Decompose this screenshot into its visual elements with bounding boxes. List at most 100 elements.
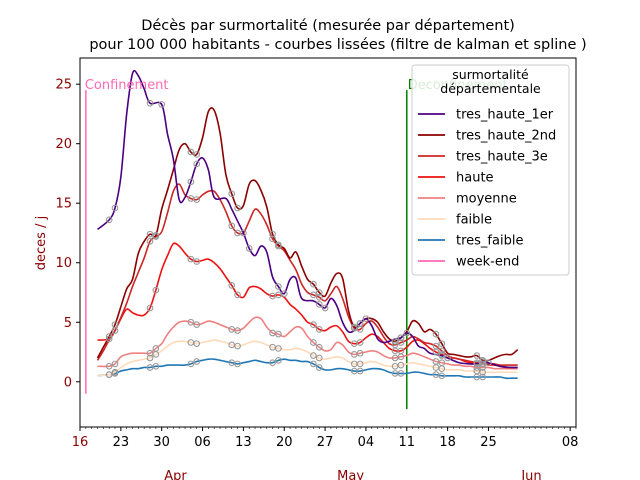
- week-end-marker-tres_haute_1er: [275, 283, 282, 290]
- x-tick-label-65: 04: [358, 435, 375, 450]
- week-end-marker-faible: [275, 345, 282, 352]
- week-end-marker-tres_haute_2nd: [228, 190, 236, 198]
- week-end-marker-tres_faible: [193, 358, 201, 365]
- y-tick-label-25: 25: [55, 78, 72, 93]
- week-end-marker-moyenne: [146, 349, 154, 357]
- week-end-marker-moyenne: [438, 359, 446, 367]
- week-end-marker-tres_faible: [234, 360, 241, 368]
- week-end-marker-tres_haute_2nd: [152, 232, 160, 239]
- week-end-marker-tres_faible: [187, 360, 195, 368]
- week-end-marker-tres_haute_1er: [356, 320, 364, 327]
- y-tick-label-0: 0: [64, 375, 72, 390]
- week-end-marker-moyenne: [193, 321, 201, 328]
- x-tick-label-72: 11: [399, 435, 416, 450]
- week-end-marker-haute: [105, 335, 113, 343]
- x-tick-label-16: 16: [72, 435, 89, 450]
- week-end-marker-haute: [356, 339, 364, 346]
- week-end-marker-tres_haute_3e: [269, 235, 276, 243]
- x-tick-label-30: 30: [153, 435, 170, 450]
- legend-label-moyenne: moyenne: [456, 192, 517, 207]
- week-end-marker-faible: [111, 368, 119, 376]
- week-end-marker-tres_haute_3e: [310, 291, 317, 299]
- week-end-marker-moyenne: [152, 345, 160, 352]
- legend-label-week-end: week-end: [456, 255, 519, 270]
- week-end-marker-tres_haute_1er: [158, 101, 166, 108]
- week-end-marker-tres_haute_2nd: [275, 241, 282, 249]
- legend-box: [411, 64, 570, 276]
- y-tick-label-15: 15: [55, 197, 72, 212]
- axes-frame: [79, 57, 577, 428]
- week-end-marker-tres_haute_1er: [280, 290, 288, 298]
- series-group: [96, 69, 519, 381]
- week-end-marker-haute: [152, 286, 160, 294]
- week-end-marker-tres_haute_3e: [438, 347, 446, 355]
- week-end-marker-tres_faible: [315, 364, 323, 371]
- week-end-marker-faible: [146, 354, 154, 362]
- week-end-marker-tres_haute_2nd: [187, 148, 195, 156]
- legend-label-haute: haute: [456, 171, 494, 186]
- week-end-marker-tres_haute_2nd: [438, 340, 446, 348]
- chart-subtitle: pour 100 000 habitants - courbes lissées…: [89, 37, 586, 53]
- week-end-marker-tres_faible: [310, 360, 317, 368]
- week-end-marker-faible: [193, 340, 201, 348]
- week-end-marker-tres_haute_2nd: [432, 330, 440, 338]
- week-end-marker-faible: [479, 368, 486, 376]
- x-tick-label-23: 23: [113, 435, 130, 450]
- week-end-marker-tres_haute_2nd: [315, 289, 323, 296]
- week-end-marker-haute: [187, 255, 195, 263]
- plot-area: 0 5 10 15 20 25 16 23 30 06 13 20 27 04 11 18 25 08 Apr May…: [55, 57, 579, 480]
- week-end-marker-tres_haute_1er: [444, 354, 451, 362]
- week-end-marker-tres_haute_1er: [403, 329, 411, 337]
- week-end-marker-moyenne: [315, 343, 323, 351]
- week-end-marker-tres_haute_1er: [362, 315, 370, 323]
- week-end-marker-tres_haute_3e: [228, 222, 236, 230]
- week-end-marker-haute: [397, 347, 405, 355]
- week-end-marker-tres_faible: [269, 359, 276, 367]
- series-line-tres_haute_1er: [97, 69, 518, 369]
- week-end-marker-tres_haute_1er: [146, 99, 154, 107]
- week-end-marker-tres_haute_1er: [193, 160, 201, 168]
- series-line-tres_haute_2nd: [96, 107, 519, 362]
- week-end-marker-tres_haute_1er: [245, 245, 253, 252]
- week-end-marker-haute: [234, 291, 241, 299]
- y-tick-label-20: 20: [55, 137, 72, 152]
- week-end-marker-tres_haute_3e: [193, 196, 201, 203]
- week-end-marker-faible: [234, 342, 241, 350]
- x-tick-label-100: 08: [562, 435, 579, 450]
- legend-label-tres_haute_2nd: tres_haute_2nd: [456, 129, 556, 144]
- legend-title-line: départementale: [440, 81, 541, 96]
- legend-title-line: surmortalité: [452, 67, 529, 82]
- month-label-jun: Jun: [520, 469, 541, 480]
- chart-title: Décès par surmortalité (mesurée par dépa…: [141, 18, 515, 34]
- x-tick-label-51: 20: [276, 435, 293, 450]
- week-end-marker-tres_haute_2nd: [391, 337, 399, 345]
- week-end-marker-tres_faible: [152, 362, 160, 370]
- week-end-marker-tres_haute_1er: [485, 359, 492, 367]
- week-end-marker-tres_haute_3e: [146, 237, 154, 245]
- week-end-marker-faible: [315, 354, 323, 362]
- week-end-marker-tres_haute_2nd: [473, 352, 481, 359]
- week-end-marker-haute: [315, 326, 323, 333]
- week-end-marker-haute: [146, 304, 154, 312]
- week-end-marker-faible: [105, 371, 113, 378]
- legend-label-tres_faible: tres_faible: [456, 234, 523, 249]
- week-end-marker-tres_haute_2nd: [234, 204, 241, 212]
- week-end-marker-haute: [193, 258, 201, 265]
- week-end-marker-moyenne: [356, 349, 364, 357]
- confinement-label: Confinement: [85, 78, 169, 93]
- week-end-marker-tres_haute_2nd: [269, 230, 276, 238]
- week-end-marker-tres_haute_1er: [111, 204, 119, 212]
- x-tick-label-86: 25: [480, 435, 497, 450]
- week-end-marker-moyenne: [310, 339, 317, 346]
- y-axis-label: deces / j: [34, 216, 49, 270]
- week-end-marker-tres_haute_1er: [105, 216, 113, 224]
- week-end-marker-tres_haute_1er: [397, 334, 405, 342]
- week-end-marker-faible: [397, 361, 405, 369]
- x-tick-label-58: 27: [317, 435, 334, 450]
- y-tick-label-5: 5: [64, 316, 72, 331]
- week-end-marker-tres_faible: [397, 370, 405, 377]
- week-end-marker-tres_haute_3e: [315, 293, 323, 301]
- week-end-marker-tres_faible: [356, 367, 364, 375]
